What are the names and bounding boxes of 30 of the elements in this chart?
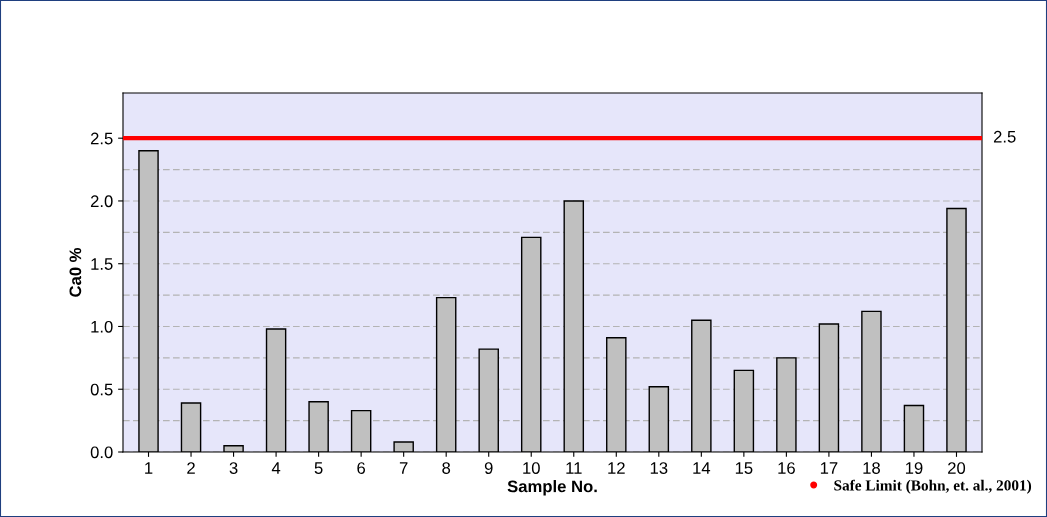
- x-tick-label: 11: [566, 462, 582, 474]
- x-tick-label: 12: [608, 462, 625, 474]
- x-tick-label: 9: [484, 462, 493, 474]
- x-tick-label: 15: [735, 462, 753, 474]
- x-tick-label: 3: [229, 462, 238, 474]
- x-tick-label: 6: [357, 462, 366, 474]
- x-axis-title: Sample No.: [507, 480, 597, 496]
- x-tick-label: 19: [905, 462, 923, 474]
- y-tick-label: 1.0: [91, 320, 113, 333]
- x-tick-label: 14: [693, 462, 711, 474]
- legend-label: Safe Limit (Bohn, et. al., 2001): [834, 479, 1032, 494]
- x-tick-label: 17: [820, 462, 838, 474]
- x-tick-label: 7: [399, 462, 408, 474]
- y-tick-label: 0.0: [90, 446, 113, 459]
- x-tick-label: 13: [650, 462, 668, 474]
- x-tick-label: 1: [145, 462, 153, 474]
- y-tick-label: 1.5: [91, 258, 113, 270]
- x-tick-label: 4: [271, 462, 281, 474]
- x-tick-label: 18: [863, 462, 880, 474]
- y-tick-label: 2.5: [90, 132, 113, 145]
- text: 2.5: [993, 130, 1016, 143]
- x-tick-label: 16: [778, 462, 795, 474]
- x-tick-label: 10: [523, 462, 540, 474]
- x-tick-label: 20: [948, 462, 966, 474]
- x-tick-label: 2: [187, 462, 195, 474]
- x-tick-label: 5: [314, 462, 323, 474]
- y-tick-label: 2.0: [90, 195, 113, 208]
- y-axis-title: Ca0 %: [69, 247, 82, 297]
- x-tick-label: 8: [442, 462, 451, 474]
- y-tick-label: 0.5: [90, 383, 113, 396]
